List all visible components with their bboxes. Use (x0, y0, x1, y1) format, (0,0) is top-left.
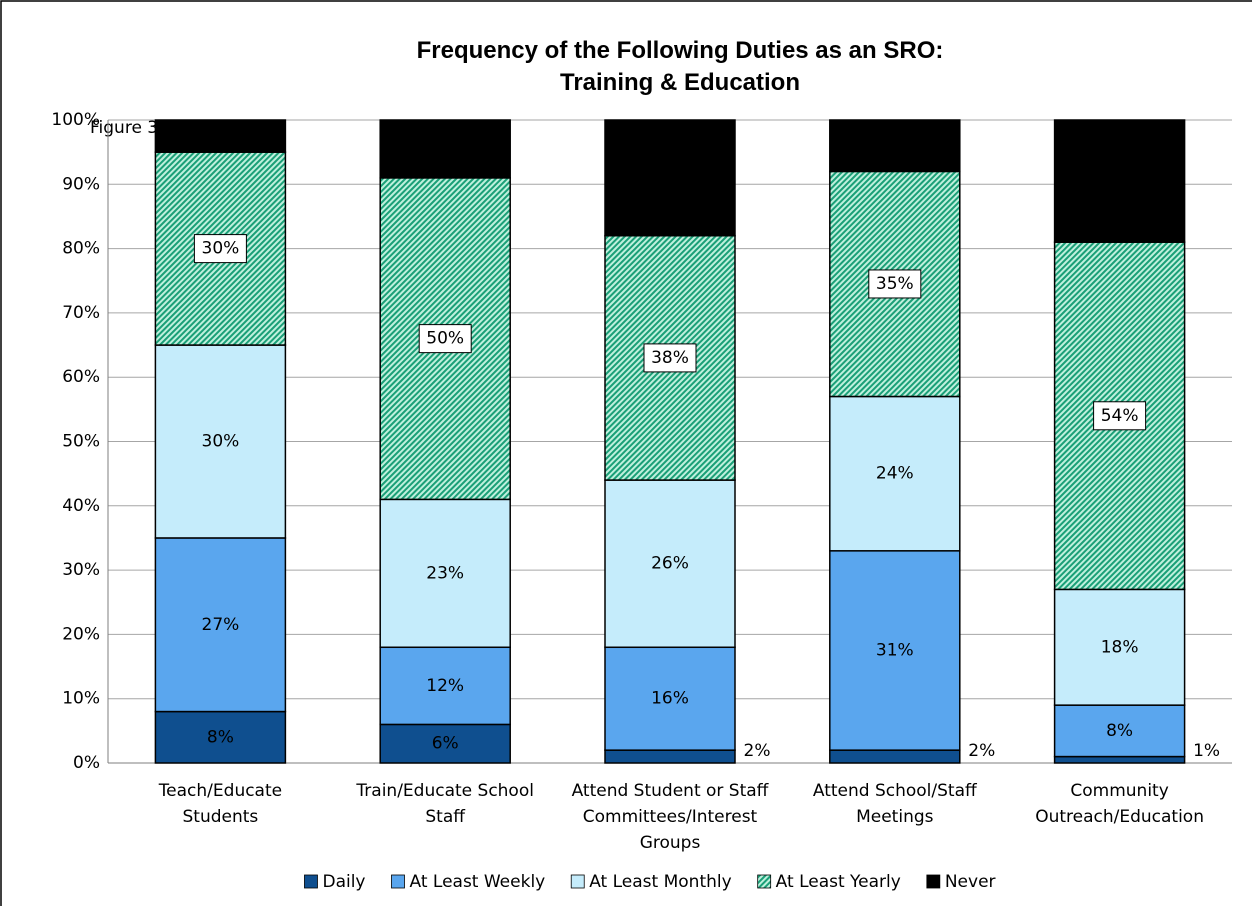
bar-segment (379, 646, 511, 726)
data-label: 1% (1193, 741, 1220, 761)
data-label: 8% (207, 727, 234, 747)
data-label: 26% (651, 554, 689, 574)
annotation: Figure 36. (90, 118, 174, 138)
y-tick-label: 60% (62, 367, 100, 387)
bar-segment (829, 749, 961, 764)
y-tick-label: 80% (62, 239, 100, 259)
bar-segment (1053, 119, 1186, 243)
data-label: 2% (968, 741, 995, 761)
bar-segment (604, 749, 736, 764)
data-label: 19% (1101, 171, 1139, 191)
chart-title: Frequency of the Following Duties as an … (417, 37, 944, 96)
data-label: 12% (426, 676, 464, 696)
data-label: 5% (207, 126, 234, 146)
data-label: 8% (1106, 721, 1133, 741)
data-label: 16% (651, 689, 689, 709)
x-tick-label: Teach/Educate Students (158, 781, 282, 827)
bar-segment (1053, 588, 1186, 706)
bar-segment (154, 710, 287, 764)
data-label: 30% (202, 432, 240, 452)
legend-label: Daily (322, 872, 365, 892)
data-label: 9% (432, 139, 459, 159)
data-label: 54% (1101, 406, 1139, 426)
y-tick-label: 50% (62, 432, 100, 452)
data-label: 18% (1101, 637, 1139, 657)
data-label: 30% (202, 239, 240, 259)
bar-segment (829, 550, 961, 751)
legend-swatch (757, 874, 772, 889)
bar-segment (379, 498, 511, 649)
legend-label: At Least Weekly (409, 872, 545, 892)
data-label: 8% (881, 136, 908, 156)
y-tick-label: 40% (62, 496, 100, 516)
legend-swatch (304, 874, 318, 889)
legend-label: Never (945, 872, 996, 892)
y-tick-label: 10% (62, 689, 100, 709)
x-tick-label: Community Outreach/Education (1035, 781, 1204, 827)
bar-segment (1053, 704, 1186, 758)
x-tick-label: Attend School/Staff Meetings (813, 781, 978, 827)
data-label: 27% (202, 615, 240, 635)
data-label: 6% (432, 734, 459, 754)
bar-segment (829, 395, 961, 552)
label-box (1093, 401, 1147, 431)
legend-swatch (926, 874, 941, 889)
y-tick-label: 70% (62, 303, 100, 323)
label-box (418, 324, 472, 354)
x-tick-label: Train/Educate School Staff (355, 781, 534, 827)
legend-swatch (391, 874, 405, 889)
data-label: 2% (744, 741, 771, 761)
label-box (193, 234, 247, 264)
data-label: 31% (876, 640, 914, 660)
data-label: 50% (426, 329, 464, 349)
bar-segment (379, 119, 511, 179)
y-tick-label: 0% (73, 753, 100, 773)
bar-segment (154, 344, 287, 539)
legend-swatch (570, 874, 585, 889)
legend-label: At Least Monthly (589, 872, 731, 892)
data-label: 24% (876, 464, 914, 484)
y-tick-label: 100% (51, 110, 100, 130)
bar-segment (604, 479, 736, 649)
legend-label: At Least Yearly (776, 872, 901, 892)
data-label: 23% (426, 563, 464, 583)
bar-segment (154, 537, 287, 713)
y-tick-label: 30% (62, 560, 100, 580)
y-tick-label: 20% (62, 624, 100, 644)
y-tick-label: 90% (62, 174, 100, 194)
label-box (643, 343, 697, 373)
bar-segment (829, 119, 961, 173)
data-label: 18% (651, 168, 689, 188)
label-box (868, 269, 922, 299)
x-tick-label: Attend Student or Staff Committees/Intere… (572, 781, 770, 853)
bar-segment (604, 119, 736, 237)
legend: Daily At Least Weekly At Least Monthly At L… (304, 872, 996, 892)
data-label: 38% (651, 348, 689, 368)
bar-segment (1053, 755, 1186, 764)
bar-segment (154, 119, 287, 153)
data-label: 35% (876, 274, 914, 294)
